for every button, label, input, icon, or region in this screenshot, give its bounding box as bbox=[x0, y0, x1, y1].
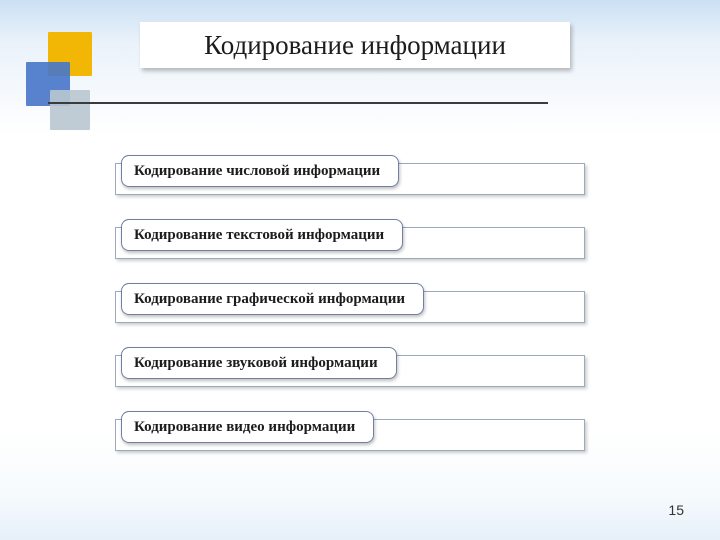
item-label: Кодирование графической информации bbox=[134, 291, 405, 308]
list-item: Кодирование звуковой информации bbox=[115, 347, 585, 389]
list-item: Кодирование текстовой информации bbox=[115, 219, 585, 261]
item-label: Кодирование видео информации bbox=[134, 419, 355, 436]
horizontal-rule bbox=[48, 102, 548, 104]
item-label: Кодирование звуковой информации bbox=[134, 355, 378, 372]
square-grey bbox=[50, 90, 90, 130]
item-label: Кодирование текстовой информации bbox=[134, 227, 384, 244]
accent-squares bbox=[20, 32, 100, 132]
item-front: Кодирование текстовой информации bbox=[121, 219, 403, 251]
item-front: Кодирование звуковой информации bbox=[121, 347, 397, 379]
item-label: Кодирование числовой информации bbox=[134, 163, 380, 180]
item-front: Кодирование видео информации bbox=[121, 411, 374, 443]
item-front: Кодирование числовой информации bbox=[121, 155, 399, 187]
list-item: Кодирование числовой информации bbox=[115, 155, 585, 197]
list-item: Кодирование графической информации bbox=[115, 283, 585, 325]
page-number: 15 bbox=[668, 502, 684, 518]
slide-title: Кодирование информации bbox=[204, 30, 506, 61]
item-front: Кодирование графической информации bbox=[121, 283, 424, 315]
slide-title-box: Кодирование информации bbox=[140, 22, 570, 68]
list-item: Кодирование видео информации bbox=[115, 411, 585, 453]
items-list: Кодирование числовой информации Кодирова… bbox=[115, 155, 585, 475]
